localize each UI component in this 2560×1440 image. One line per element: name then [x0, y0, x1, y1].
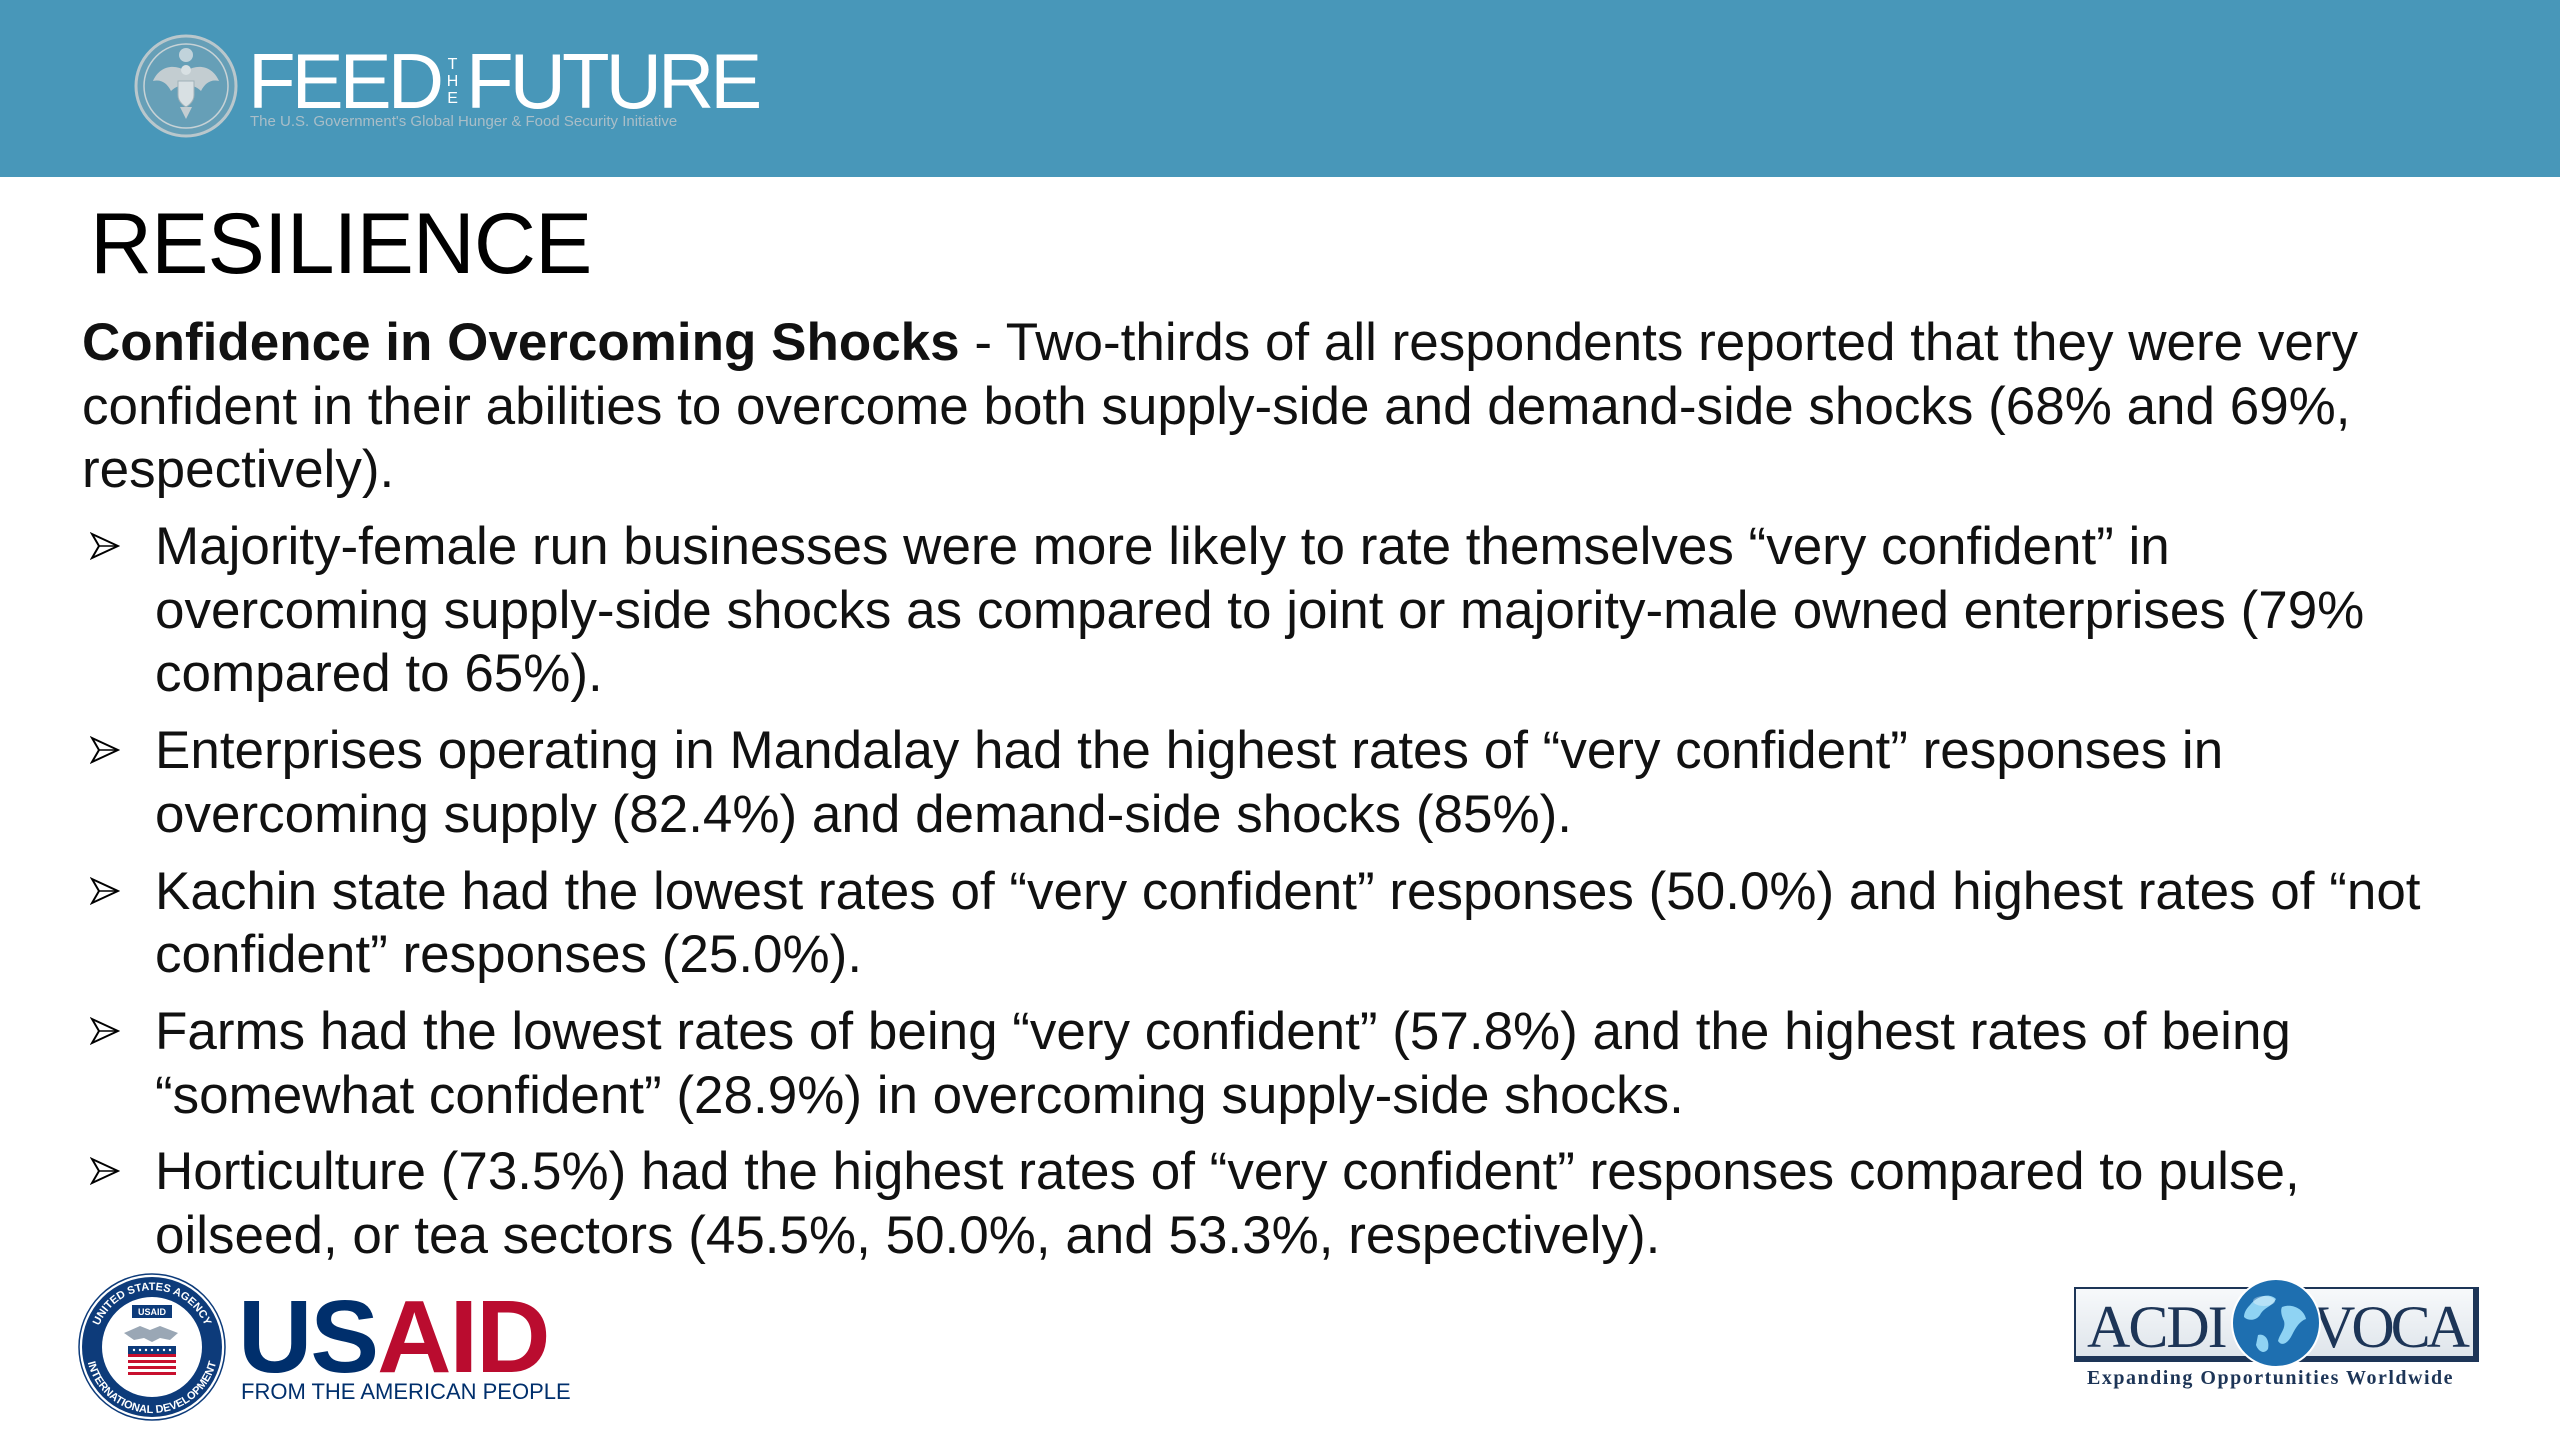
usaid-wordmark-us: US — [238, 1279, 379, 1394]
brand-word-feed: FEED — [248, 37, 444, 125]
slide-body: Confidence in Overcoming Shocks - Two-th… — [0, 311, 2560, 1268]
intro-lead: Confidence in Overcoming Shocks — [82, 313, 960, 372]
bullet-line: Farms had the lowest rates of being “ver… — [155, 1001, 2291, 1061]
bullet-item: Enterprises operating in Mandalay had th… — [0, 719, 2560, 846]
seal-label: USAID — [138, 1307, 167, 1317]
acdi-voca-right-word: VOCA — [2311, 1294, 2470, 1360]
brand-word-future: FUTURE — [466, 37, 762, 125]
intro-line: confident in their abilities to overcome… — [82, 376, 2351, 436]
slide-header: FEED THE FUTURE The U.S. Government's Gl… — [0, 0, 2560, 177]
seal-emblem — [124, 1305, 178, 1375]
usaid-wordmark-aid: AID — [377, 1279, 550, 1394]
acdi-voca-left-word: ACDI — [2087, 1294, 2228, 1360]
intro-paragraph: Confidence in Overcoming Shocks - Two-th… — [0, 311, 2560, 502]
intro-line: respectively). — [82, 440, 395, 500]
intro-line: Confidence in Overcoming Shocks - Two-th… — [0, 311, 2560, 375]
intro-line-text: - Two-thirds of all respondents reported… — [959, 313, 2358, 372]
great-seal-icon — [134, 34, 238, 138]
usaid-seal-logo: UNITED STATES AGENCY INTERNATIONAL DEVEL… — [78, 1273, 226, 1421]
bullet-item: Horticulture (73.5%) had the highest rat… — [0, 1140, 2560, 1267]
bullet-line: oilseed, or tea sectors (45.5%, 50.0%, a… — [155, 1205, 1661, 1265]
bullet-arrow-icon — [90, 532, 120, 561]
bullet-line: Kachin state had the lowest rates of “ve… — [155, 861, 2421, 921]
bullet-line: overcoming supply (82.4%) and demand-sid… — [155, 784, 1572, 844]
bullet-item: Majority-female run businesses were more… — [0, 515, 2560, 706]
bullet-arrow-icon — [90, 736, 120, 765]
usaid-tagline: FROM THE AMERICAN PEOPLE — [241, 1379, 571, 1404]
bullet-line: Enterprises operating in Mandalay had th… — [155, 721, 2224, 781]
brand-word-the: THE — [444, 55, 462, 107]
globe-icon — [2231, 1278, 2321, 1368]
bullet-line: confident” responses (25.0%). — [155, 925, 863, 985]
bullet-line: “somewhat confident” (28.9%) in overcomi… — [155, 1065, 1684, 1125]
feed-the-future-logo: FEED THE FUTURE — [248, 37, 762, 125]
acdi-voca-tagline: Expanding Opportunities Worldwide — [2087, 1367, 2454, 1389]
slide-title: RESILIENCE — [90, 196, 592, 292]
bullet-arrow-icon — [90, 876, 120, 905]
bullet-line: Majority-female run businesses were more… — [155, 517, 2170, 577]
bullet-arrow-icon — [90, 1016, 120, 1045]
usaid-wordmark: USAID — [238, 1285, 550, 1388]
bullet-item: Farms had the lowest rates of being “ver… — [0, 1000, 2560, 1127]
brand-tagline: The U.S. Government's Global Hunger & Fo… — [250, 113, 678, 130]
bullet-line: compared to 65%). — [155, 644, 603, 704]
bullet-arrow-icon — [90, 1157, 120, 1186]
bullet-line: overcoming supply-side shocks as compare… — [155, 580, 2365, 640]
bullet-item: Kachin state had the lowest rates of “ve… — [0, 860, 2560, 987]
bullet-line: Horticulture (73.5%) had the highest rat… — [155, 1142, 2300, 1202]
